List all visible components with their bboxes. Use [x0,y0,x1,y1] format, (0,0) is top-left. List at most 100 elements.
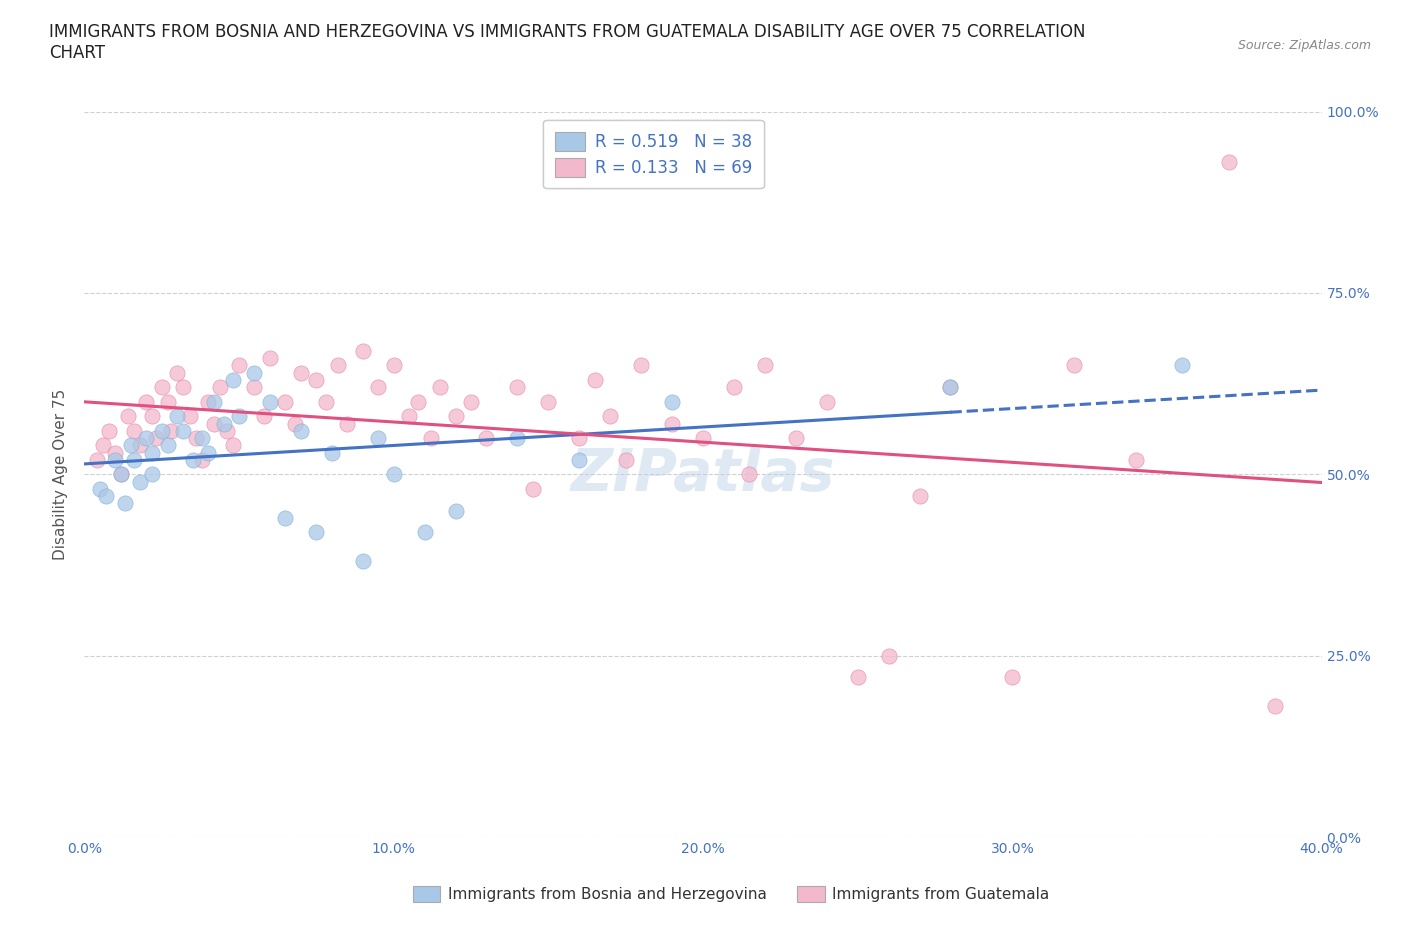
Point [215,423,238,438]
Point [98,423,121,438]
Point [212,416,235,431]
Point [243,365,266,380]
Point [181,452,204,467]
Point [172,423,194,438]
Point [284,416,307,431]
Point [94,488,117,503]
Point [367,431,389,445]
Point [209,379,232,394]
Point [1001,670,1024,684]
Point [191,452,214,467]
Point [274,511,297,525]
Point [475,431,498,445]
Point [568,431,591,445]
Point [222,438,245,453]
Point [197,445,219,460]
Point [222,373,245,388]
Point [785,431,807,445]
Point [160,423,183,438]
Point [908,488,931,503]
Point [114,496,136,511]
Point [179,409,201,424]
Point [429,379,451,394]
Point [692,431,714,445]
Point [326,358,349,373]
Point [1171,358,1194,373]
Point [877,648,900,663]
Point [135,431,157,445]
Point [145,431,167,445]
Point [537,394,560,409]
Point [444,503,467,518]
Point [583,373,606,388]
Point [1218,155,1240,170]
Point [352,554,374,569]
Point [166,409,188,424]
Legend: Immigrants from Bosnia and Herzegovina, Immigrants from Guatemala: Immigrants from Bosnia and Herzegovina, … [406,880,1056,909]
Point [568,452,591,467]
Point [290,365,312,380]
Point [599,409,621,424]
Point [1125,452,1147,467]
Point [129,438,152,453]
Point [1063,358,1085,373]
Point [172,379,194,394]
Point [846,670,869,684]
Point [305,373,328,388]
Point [506,431,529,445]
Point [228,358,250,373]
Point [150,423,173,438]
Point [253,409,276,424]
Point [630,358,652,373]
Point [754,358,776,373]
Point [104,452,127,467]
Point [91,438,114,453]
Point [661,394,683,409]
Text: IMMIGRANTS FROM BOSNIA AND HERZEGOVINA VS IMMIGRANTS FROM GUATEMALA DISABILITY A: IMMIGRANTS FROM BOSNIA AND HERZEGOVINA V… [49,23,1085,41]
Point [228,409,250,424]
Point [150,379,173,394]
Point [166,365,188,380]
Point [191,431,214,445]
Point [939,379,962,394]
Point [738,467,761,482]
Point [141,409,163,424]
Point [89,482,111,497]
Point [460,394,482,409]
Point [274,394,297,409]
Point [202,416,225,431]
Point [522,482,544,497]
Point [723,379,745,394]
Point [1264,699,1286,714]
Point [259,394,281,409]
Point [259,351,281,365]
Point [939,379,962,394]
Point [110,467,132,482]
Text: Source: ZipAtlas.com: Source: ZipAtlas.com [1237,39,1371,52]
Point [382,467,405,482]
Point [110,467,132,482]
Point [614,452,637,467]
Point [661,416,683,431]
Point [122,452,145,467]
Point [290,423,312,438]
Point [243,379,266,394]
Point [156,394,179,409]
Point [141,467,163,482]
Point [413,525,436,539]
Point [117,409,139,424]
Point [408,394,430,409]
Point [129,474,152,489]
Point [506,379,529,394]
Point [315,394,337,409]
Point [104,445,127,460]
Text: ZIPatlas: ZIPatlas [571,445,835,503]
Point [197,394,219,409]
Point [336,416,359,431]
Y-axis label: Disability Age Over 75: Disability Age Over 75 [53,389,69,560]
Point [321,445,343,460]
Point [419,431,441,445]
Point [120,438,142,453]
Point [815,394,838,409]
Point [398,409,420,424]
